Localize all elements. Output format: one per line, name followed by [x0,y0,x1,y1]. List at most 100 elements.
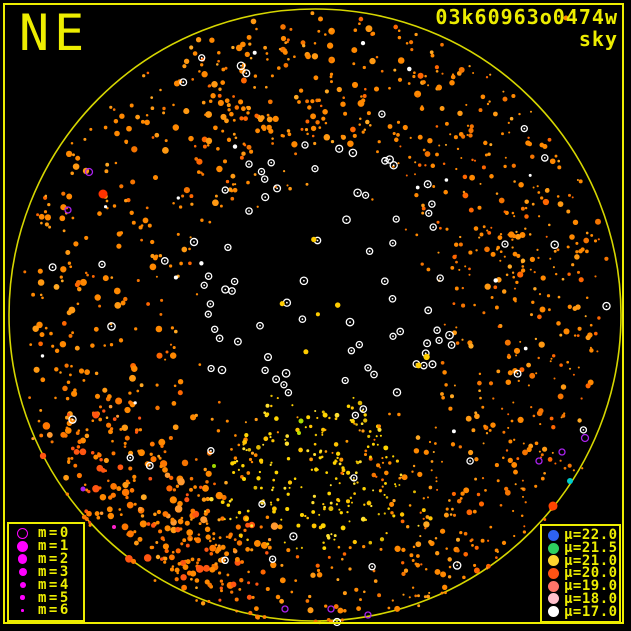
star-point [407,66,412,72]
star-point [76,445,81,449]
star-point [303,349,309,355]
star-point [397,57,405,64]
star-point [395,459,399,463]
star-point [520,514,524,518]
star-point [451,73,455,76]
star-point [534,337,538,341]
star-point [256,445,261,450]
star-point [329,72,334,76]
star-point [339,511,343,515]
star-point [265,403,270,408]
star-point [511,93,516,99]
star-point [468,127,474,134]
star-point [129,210,134,215]
star-point [150,523,156,528]
magnitude-legend-row: m=2 [16,552,81,566]
star-point [338,462,342,466]
star-point [253,85,257,89]
star-point [573,334,577,337]
star-point [155,541,159,544]
star-point [210,325,219,333]
star-point [409,553,414,558]
star-point [539,306,546,313]
star-point [230,196,235,201]
star-point [507,121,510,125]
star-point [140,494,147,501]
star-point [89,127,93,131]
star-point [106,506,113,513]
legend-label: m=4 [38,576,71,593]
star-point [306,415,311,420]
star-point [180,542,184,546]
star-point [381,457,384,460]
star-point [511,461,518,468]
star-point [54,396,57,400]
star-point [359,598,362,602]
star-point [246,34,252,40]
star-point [265,586,270,592]
star-point [416,94,419,98]
star-point [226,573,230,577]
star-point [348,567,352,571]
star-point [160,536,165,541]
star-point [216,546,222,552]
star-point [70,364,73,368]
star-point [113,287,121,295]
star-point [220,113,227,120]
star-point [163,556,168,561]
star-point [205,534,211,540]
star-point [281,605,289,613]
star-point [234,136,238,140]
star-point [536,185,539,188]
star-point [98,260,106,269]
star-point [524,214,529,219]
star-point [577,366,580,369]
star-point [326,536,331,540]
star-point [318,126,322,129]
star-point [51,344,55,348]
star-point [73,241,79,247]
star-point [271,137,274,140]
star-point [356,606,362,612]
star-point [198,54,206,62]
star-point [540,275,546,281]
star-point [579,426,588,434]
star-point [507,426,510,429]
star-point [552,266,555,269]
star-point [502,90,505,93]
star-point [62,385,68,392]
star-point [510,419,514,423]
star-point [440,571,447,578]
star-point [465,103,468,106]
star-point [300,546,303,549]
star-point [196,561,199,565]
star-point [267,99,273,105]
star-point [357,99,365,107]
star-point [105,162,110,167]
star-point [442,162,446,166]
star-point [112,525,116,529]
star-point [511,211,515,215]
star-point [160,257,169,265]
star-point [139,520,147,528]
star-point [595,218,601,225]
star-point [232,144,238,149]
star-point [170,326,174,330]
star-point [387,507,390,510]
star-point [276,431,280,434]
star-point [397,162,400,165]
star-point [220,516,225,521]
star-point [237,468,240,471]
star-point [61,191,66,196]
star-point [64,363,69,368]
star-point [224,118,229,124]
star-point [472,509,477,514]
star-point [415,233,419,237]
star-point [452,561,462,570]
star-point [415,435,421,440]
star-point [473,226,479,231]
star-point [346,470,351,475]
star-point [154,132,160,138]
star-point [362,65,366,70]
star-point [200,63,204,67]
